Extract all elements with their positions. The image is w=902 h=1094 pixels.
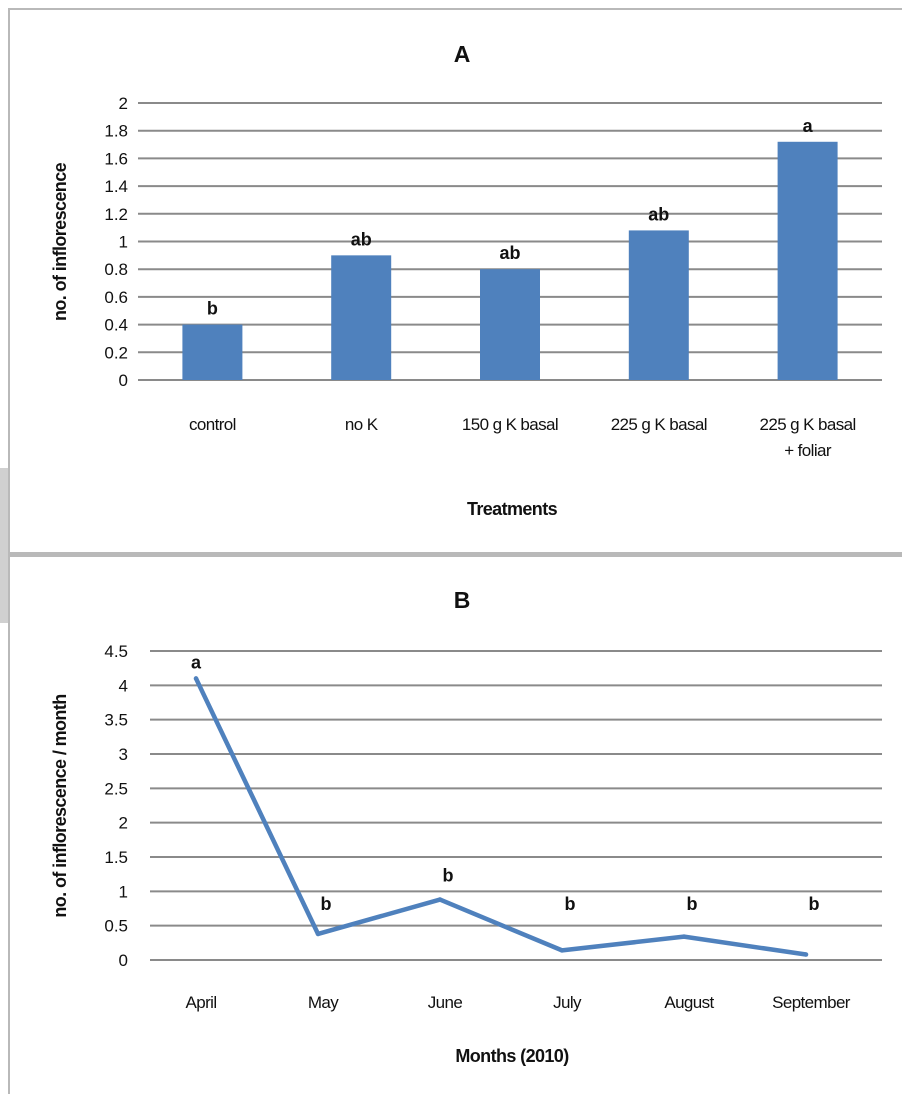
chart-b-y-tick-label: 0.5 xyxy=(104,917,128,936)
side-tab xyxy=(0,468,8,623)
chart-b-y-tick-label: 3.5 xyxy=(104,711,128,730)
frame-top-border xyxy=(8,8,902,10)
frame-left-border xyxy=(8,8,10,1094)
chart-b-category-label: August xyxy=(664,993,714,1012)
chart-a-bar xyxy=(777,141,838,380)
chart-a-bar xyxy=(182,324,243,380)
chart-a-y-tick-label: 0 xyxy=(119,371,128,390)
chart-b-category-label: September xyxy=(772,993,851,1012)
chart-b-y-tick-label: 1 xyxy=(119,882,128,901)
chart-a-data-label: ab xyxy=(648,204,669,224)
chart-b-point xyxy=(315,931,321,937)
chart-b-category-label: June xyxy=(428,993,463,1012)
chart-a-data-label: ab xyxy=(499,243,520,263)
chart-b-data-label: b xyxy=(809,894,820,914)
chart-b-data-label: b xyxy=(687,894,698,914)
chart-b-point xyxy=(681,934,687,939)
chart-b-point xyxy=(437,897,443,902)
chart-a-data-label: a xyxy=(803,116,814,136)
chart-b-y-tick-label: 0 xyxy=(119,951,128,970)
chart-b-data-label: b xyxy=(321,894,332,914)
chart-a-y-tick-label: 1 xyxy=(119,233,128,252)
chart-b-point xyxy=(803,952,809,957)
chart-b-y-tick-label: 1.5 xyxy=(104,848,128,867)
bar-chart-a: A no. of inflorescence Treatments 0 0.2 0.… xyxy=(50,41,882,519)
chart-b-data-label: a xyxy=(191,652,202,672)
chart-b-data-label: b xyxy=(565,894,576,914)
chart-b-data-label: b xyxy=(443,866,454,886)
chart-a-bar xyxy=(331,255,392,380)
chart-a-category-label: 225 g K basal xyxy=(611,415,707,434)
chart-b-y-tick-label: 2 xyxy=(119,814,128,833)
chart-a-y-tick-label: 0.8 xyxy=(104,260,128,279)
chart-a-category-label: control xyxy=(189,415,236,434)
chart-a-bar xyxy=(628,230,689,380)
chart-a-data-label: ab xyxy=(351,229,372,249)
chart-a-category-label: 150 g K basal xyxy=(462,415,558,434)
chart-b-y-tick-label: 4 xyxy=(119,676,128,695)
chart-a-title: A xyxy=(454,41,471,67)
chart-b-series-line xyxy=(193,677,807,957)
chart-b-point xyxy=(193,676,199,681)
chart-a-y-axis-label: no. of inflorescence xyxy=(50,162,70,321)
chart-a-y-tick-label: 1.6 xyxy=(104,149,128,168)
chart-b-y-tick-label: 2.5 xyxy=(104,779,128,798)
chart-b-category-label: May xyxy=(308,993,339,1012)
chart-a-y-tick-label: 1.4 xyxy=(104,177,128,196)
chart-a-y-tick-label: 0.4 xyxy=(104,316,128,335)
chart-a-category-label: + foliar xyxy=(784,441,832,460)
chart-a-x-axis-label: Treatments xyxy=(467,499,558,519)
chart-b-y-tick-label: 4.5 xyxy=(104,642,128,661)
chart-a-y-tick-label: 1.2 xyxy=(104,205,128,224)
chart-b-y-axis-label: no. of inflorescence / month xyxy=(50,694,70,917)
chart-a-category-label: no K xyxy=(345,415,379,434)
chart-a-y-tick-label: 0.6 xyxy=(104,288,128,307)
chart-a-y-tick-label: 2 xyxy=(119,94,128,113)
chart-b-title: B xyxy=(454,587,471,613)
chart-a-category-label: 225 g K basal xyxy=(760,415,856,434)
chart-b-x-axis-label: Months (2010) xyxy=(455,1046,569,1066)
chart-b-category-label: July xyxy=(553,993,582,1012)
chart-b-point xyxy=(559,948,565,953)
chart-b-category-label: April xyxy=(185,993,216,1012)
chart-a-y-tick-label: 1.8 xyxy=(104,122,128,141)
panel-divider xyxy=(8,552,902,557)
chart-a-bar xyxy=(480,269,540,380)
chart-a-y-tick-label: 0.2 xyxy=(104,343,128,362)
chart-a-data-label: b xyxy=(207,299,218,319)
chart-b-y-tick-label: 3 xyxy=(119,745,128,764)
